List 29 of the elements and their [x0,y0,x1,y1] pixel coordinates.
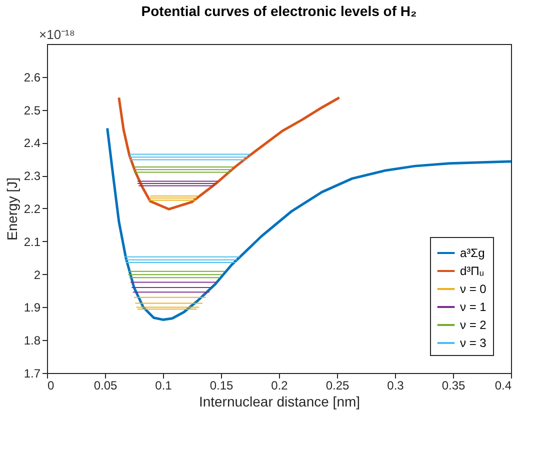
legend-label: d³Πᵤ [460,264,484,278]
x-tick-label: 0.2 [271,378,288,392]
y-tick-label: 1.9 [24,300,41,315]
y-tick-label: 1.8 [24,334,41,348]
x-tick-label: 0.35 [442,378,466,392]
legend-label: ν = 1 [460,300,487,314]
x-tick-label: 0.25 [326,378,350,392]
y-tick-label: 2.6 [24,70,41,84]
y-tick-label: 2.3 [24,169,41,184]
y-tick-label: 2.1 [24,234,41,249]
legend-label: a³Σg [460,246,485,260]
text: ×10⁻¹⁸ [39,27,75,42]
x-tick-label: 0.1 [155,378,172,392]
y-tick-label: 2.2 [24,202,41,216]
x-tick-label: 0.15 [210,378,234,392]
x-tick-label: 0.4 [494,378,512,392]
legend-label: ν = 3 [460,336,487,350]
x-tick-label: 0 [48,378,54,392]
y-tick-label: 2.5 [24,103,41,118]
y-tick-label: 2 [34,268,41,282]
legend-label: ν = 2 [460,318,487,332]
x-tick-label: 0.3 [387,378,404,392]
x-tick-label: 0.05 [94,378,118,392]
legend-label: ν = 0 [460,282,487,296]
y-tick-label: 2.4 [24,136,41,150]
y-tick-label: 1.7 [24,366,41,380]
chart-title: Potential curves of electronic levels of H₂ [141,3,417,19]
x-axis-title: Internuclear distance [nm] [198,394,360,410]
y-axis-title: Energy [J] [4,177,20,241]
